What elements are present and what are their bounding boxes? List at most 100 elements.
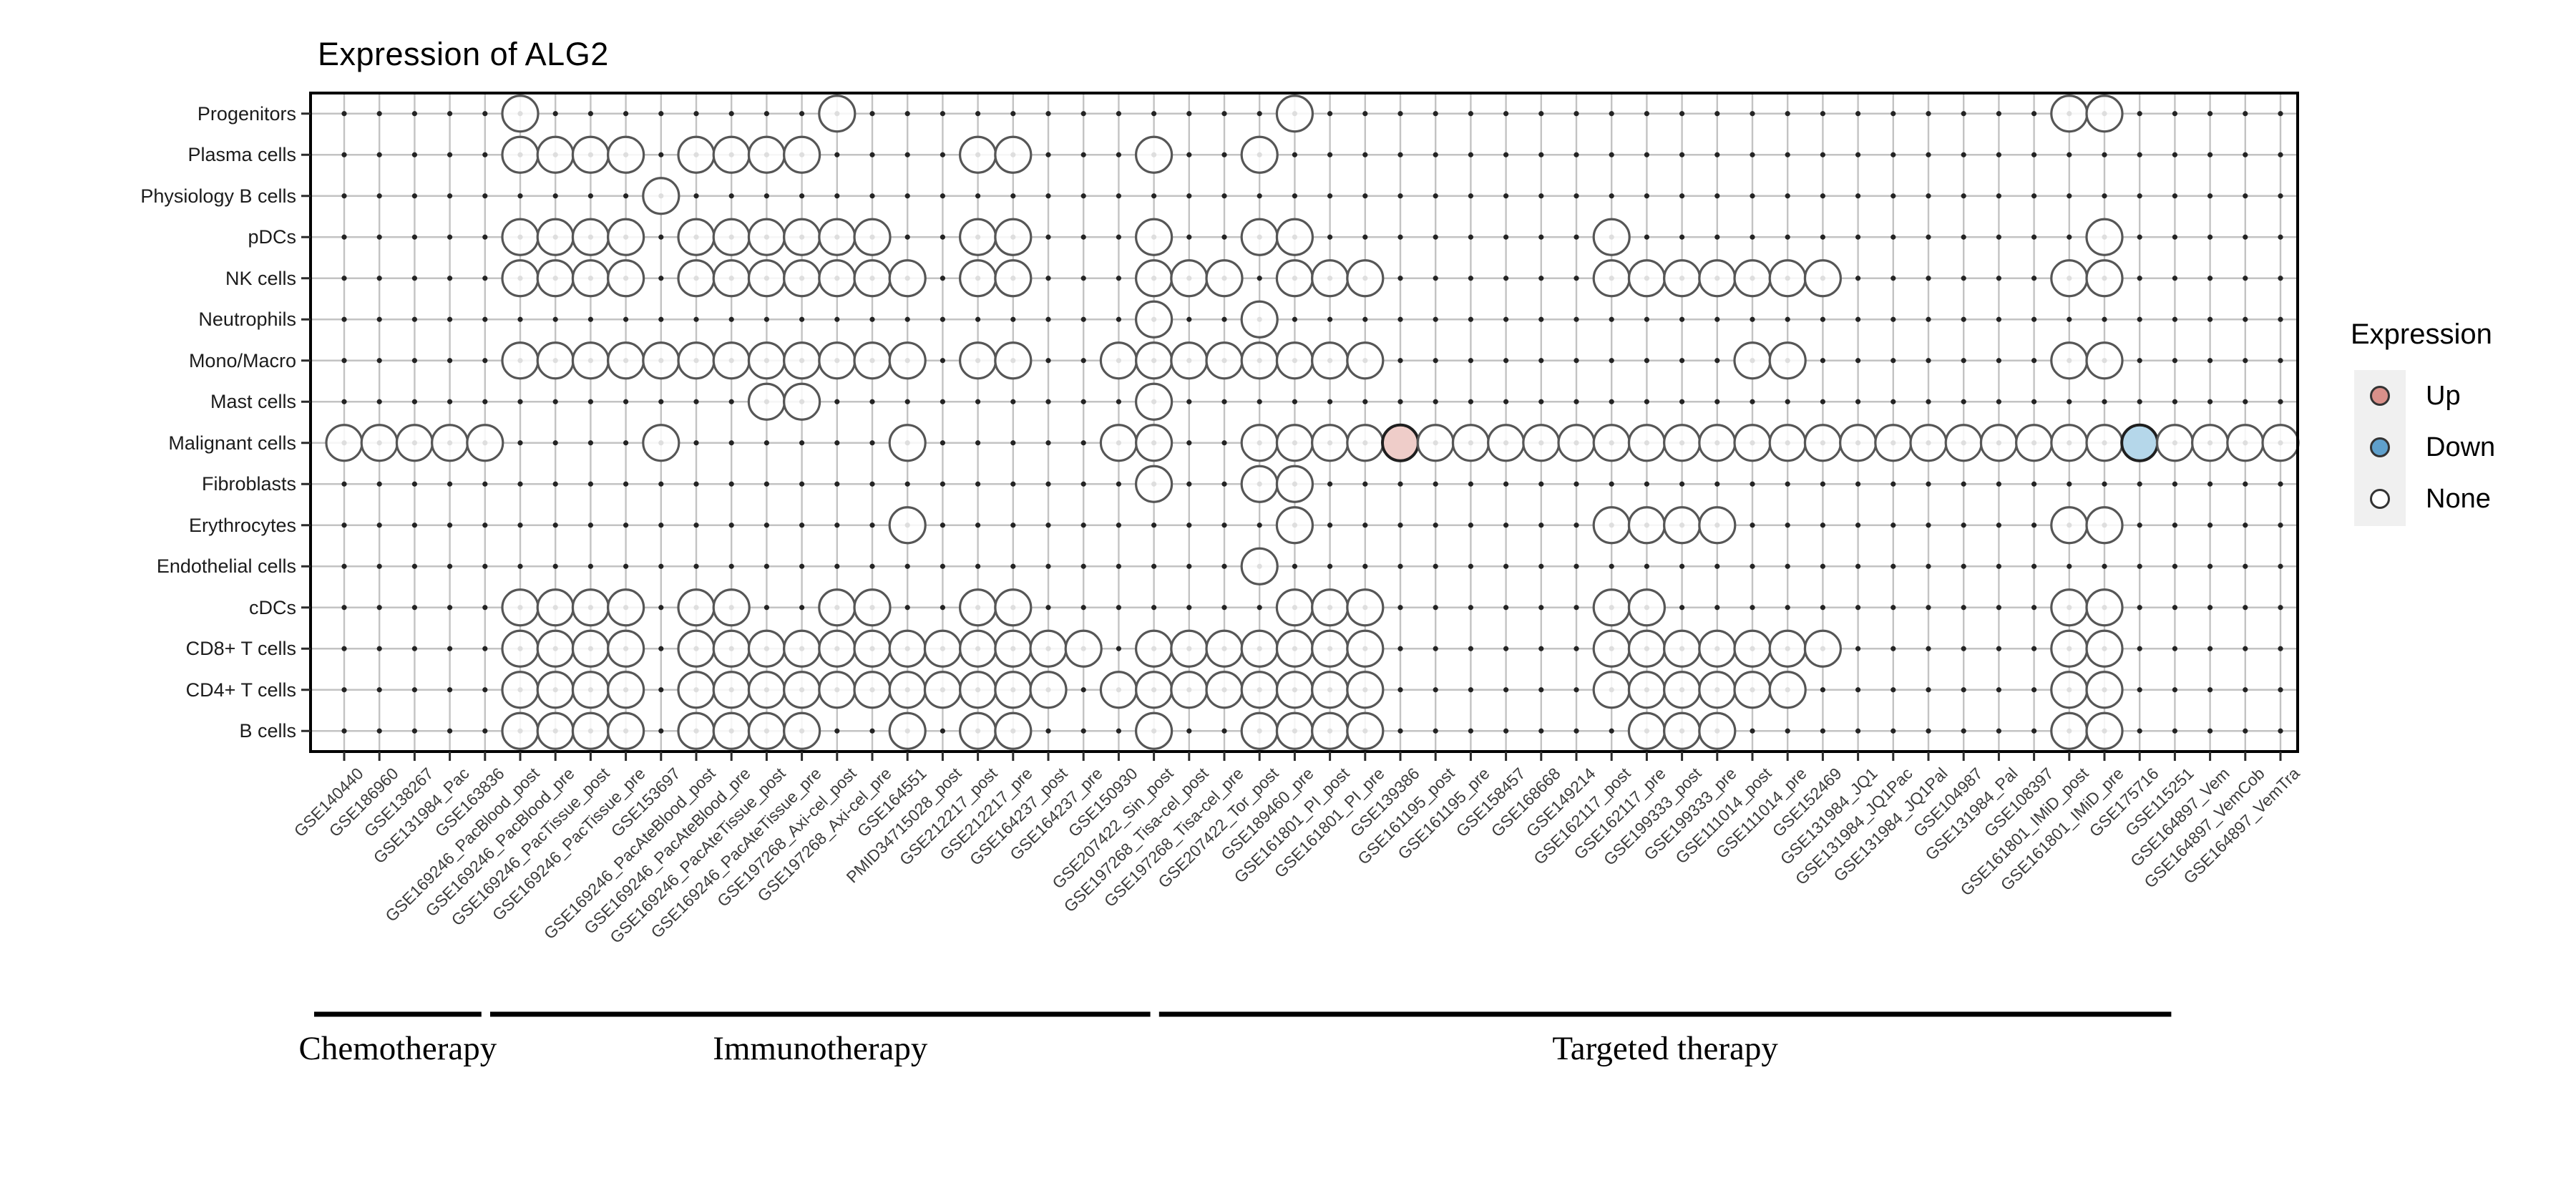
grid-dot — [1926, 276, 1931, 281]
grid-dot — [1961, 193, 1966, 199]
grid-dot — [1996, 316, 2001, 322]
grid-dot — [1433, 111, 1438, 117]
grid-dot — [482, 481, 488, 487]
grid-dot — [623, 563, 629, 569]
grid-dot — [411, 276, 418, 281]
grid-dot — [1292, 316, 1297, 322]
grid-dot — [728, 111, 734, 117]
grid-dot — [482, 276, 488, 281]
grid-dot — [1855, 605, 1861, 611]
grid-dot — [658, 111, 664, 117]
grid-dot — [1785, 481, 1790, 487]
grid-dot — [1890, 234, 1896, 240]
grid-dot — [1538, 481, 1544, 487]
grid-dot — [552, 111, 558, 117]
grid-dot — [1045, 276, 1051, 281]
expression-dot — [712, 259, 751, 298]
expression-dot — [1592, 629, 1631, 668]
expression-dot — [1240, 629, 1279, 668]
y-axis-label: CD8+ T cells — [185, 638, 296, 660]
grid-dot — [1996, 481, 2001, 487]
grid-dot — [1679, 399, 1685, 404]
grid-dot — [1080, 358, 1086, 364]
grid-dot — [1045, 358, 1051, 364]
grid-dot — [2243, 481, 2248, 487]
grid-dot — [1468, 152, 1473, 157]
expression-dot — [2261, 424, 2300, 462]
grid-dot — [1257, 193, 1262, 199]
expression-dot — [958, 341, 997, 380]
grid-dot — [2137, 316, 2142, 322]
grid-dot — [940, 440, 945, 446]
expression-dot — [1134, 135, 1174, 174]
grid-dot — [2243, 563, 2248, 569]
expression-dot — [1134, 671, 1174, 709]
grid-dot — [1362, 399, 1368, 404]
grid-dot — [1503, 316, 1509, 322]
grid-dot — [1890, 646, 1896, 651]
grid-dot — [2207, 152, 2213, 157]
grid-dot — [1186, 111, 1192, 117]
expression-dot — [888, 506, 927, 545]
grid-dot — [1468, 563, 1473, 569]
legend-item-label: None — [2426, 483, 2491, 514]
grid-dot — [1468, 111, 1473, 117]
grid-dot — [482, 234, 488, 240]
grid-dot — [869, 523, 875, 528]
grid-dot — [2207, 234, 2213, 240]
grid-dot — [1961, 481, 1966, 487]
grid-dot — [904, 563, 910, 569]
grid-dot — [1538, 234, 1544, 240]
grid-dot — [447, 111, 453, 117]
grid-dot — [1820, 605, 1825, 611]
grid-dot — [341, 316, 347, 322]
expression-dot — [747, 259, 786, 298]
grid-dot — [1186, 234, 1192, 240]
grid-dot — [376, 358, 382, 364]
expression-dot — [888, 424, 927, 462]
grid-dot — [658, 481, 664, 487]
grid-dot — [1433, 152, 1438, 157]
grid-dot — [1538, 605, 1544, 611]
grid-dot — [2207, 358, 2213, 364]
expression-dot — [677, 341, 716, 380]
grid-dot — [940, 358, 945, 364]
down-dot-icon — [2370, 437, 2390, 457]
expression-dot — [606, 629, 645, 668]
y-axis-label: pDCs — [248, 226, 296, 248]
grid-dot — [1327, 193, 1333, 199]
grid-dot — [1785, 563, 1790, 569]
grid-dot — [376, 523, 382, 528]
expression-dot — [2155, 424, 2194, 462]
grid-dot — [658, 523, 664, 528]
grid-dot — [763, 481, 769, 487]
grid-dot — [411, 523, 418, 528]
expression-dot — [1663, 259, 1702, 298]
expression-dot — [501, 671, 540, 709]
expression-dot — [2050, 629, 2089, 668]
grid-dot — [1080, 276, 1086, 281]
grid-dot — [1116, 234, 1121, 240]
grid-dot — [2207, 646, 2213, 651]
expression-dot — [606, 218, 645, 256]
grid-dot — [1151, 523, 1157, 528]
expression-dot — [536, 259, 575, 298]
expression-dot — [853, 218, 892, 256]
grid-dot — [2278, 234, 2283, 240]
grid-dot — [975, 481, 981, 487]
expression-dot — [1346, 711, 1385, 750]
grid-dot — [1890, 481, 1896, 487]
grid-dot — [1574, 605, 1579, 611]
grid-dot — [1116, 152, 1121, 157]
grid-dot — [975, 111, 981, 117]
grid-dot — [799, 440, 805, 446]
grid-dot — [2243, 605, 2248, 611]
expression-dot — [853, 341, 892, 380]
grid-dot — [1116, 605, 1121, 611]
grid-dot — [869, 111, 875, 117]
grid-dot — [341, 728, 347, 734]
grid-dot — [1996, 152, 2001, 157]
expression-dot — [1592, 218, 1631, 256]
grid-dot — [1820, 152, 1825, 157]
